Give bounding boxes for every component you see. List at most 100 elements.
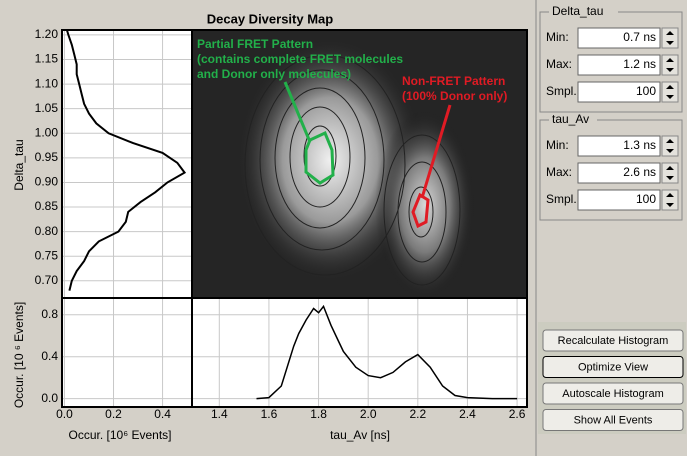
plots: 0.70 0.75 0.80 0.85 0.90 0.95 1.00 1.05 1.10 1.15…: [12, 27, 527, 442]
heatmap: [192, 30, 527, 300]
x-tick-label: 0.4: [154, 407, 171, 421]
green-arrow: [283, 81, 312, 143]
x-tick-label: 1.8: [310, 407, 327, 421]
button-label[interactable]: Recalculate Histogram: [558, 335, 669, 347]
button-face[interactable]: [542, 382, 684, 405]
bottom-panel: [192, 298, 527, 407]
input-value[interactable]: 2.6 ns: [623, 165, 656, 179]
frames: [61, 29, 528, 408]
spin-button[interactable]: [661, 54, 679, 76]
contour: [408, 186, 434, 238]
heatmap-blob: [375, 110, 475, 300]
spin-arrows: [666, 139, 674, 153]
input-box[interactable]: [577, 27, 661, 49]
group-box: [539, 119, 683, 221]
x-tick-label: 2.0: [360, 407, 377, 421]
y-tick-label: 0.4: [41, 349, 58, 363]
y-axis-label: Occur. [10 ⁶ Events]: [12, 302, 26, 408]
x-tick-label: 1.6: [261, 407, 278, 421]
button[interactable]: Optimize View: [542, 356, 684, 378]
x-tick-label: 1.4: [211, 407, 228, 421]
input-box[interactable]: [577, 189, 661, 211]
x-axis-label: Occur. [10⁶ Events]: [69, 428, 172, 442]
y-tick-label: 1.20: [35, 27, 59, 41]
annotation: (100% Donor only): [402, 89, 507, 103]
input-value[interactable]: 0.7 ns: [623, 30, 656, 44]
y-tick-label: 1.00: [35, 125, 59, 139]
red-outline: [411, 192, 430, 229]
button-face[interactable]: [542, 329, 684, 352]
x-axis-label: tau_Av [ns]: [330, 428, 390, 442]
chart-title: Decay Diversity Map: [207, 11, 334, 26]
contour: [274, 87, 366, 229]
input-value[interactable]: 1.2 ns: [623, 57, 656, 71]
group-title: tau_Av: [552, 112, 589, 126]
y-tick-label: 0.0: [41, 391, 58, 405]
spin-arrows: [666, 193, 674, 207]
button[interactable]: Autoscale Histogram: [542, 382, 684, 405]
x-tick-label: 0.2: [105, 407, 122, 421]
spin-button[interactable]: [661, 135, 679, 157]
y-tick-label: 1.10: [35, 76, 59, 90]
field-label: Max:: [546, 165, 572, 179]
button-label[interactable]: Show All Events: [574, 414, 653, 426]
input-box[interactable]: [577, 135, 661, 157]
field-label: Min:: [546, 138, 569, 152]
histogram-line: [256, 304, 518, 400]
button-face[interactable]: [542, 356, 684, 378]
y-tick-label: 0.90: [35, 175, 59, 189]
y-tick-label: 0.8: [41, 307, 58, 321]
input-value[interactable]: 100: [636, 84, 656, 98]
spin-arrows: [666, 58, 674, 72]
green-outline: [304, 130, 335, 185]
x-tick-label: 0.0: [56, 407, 73, 421]
spin-arrows: [666, 166, 674, 180]
input-box[interactable]: [577, 162, 661, 184]
button[interactable]: Show All Events: [542, 409, 684, 431]
spin-button[interactable]: [661, 81, 679, 103]
red-arrow: [420, 104, 452, 199]
y-tick-label: 0.75: [35, 248, 59, 262]
y-axis-label: Delta_tau: [12, 139, 26, 190]
y-tick-label: 0.80: [35, 224, 59, 238]
input-value[interactable]: 1.3 ns: [623, 138, 656, 152]
button-label[interactable]: Autoscale Histogram: [562, 388, 664, 400]
input-box[interactable]: [577, 54, 661, 76]
group-title-bg: [549, 6, 618, 18]
y-tick-label: 0.95: [35, 150, 59, 164]
field-label: Min:: [546, 30, 569, 44]
contour: [303, 125, 337, 187]
spin-arrows: [666, 85, 674, 99]
contours: [244, 54, 461, 286]
frame: [61, 29, 528, 408]
y-tick-label: 0.70: [35, 273, 59, 287]
spin-arrows: [666, 31, 674, 45]
spin-button[interactable]: [661, 162, 679, 184]
spin-button[interactable]: [661, 189, 679, 211]
button-face[interactable]: [542, 409, 684, 431]
annotation: (contains complete FRET molecules: [197, 52, 403, 66]
y-tick-label: 0.85: [35, 199, 59, 213]
y-tick-label: 1.05: [35, 101, 59, 115]
x-tick-label: 2.4: [459, 407, 476, 421]
x-tick-label: 2.6: [509, 407, 526, 421]
contour: [244, 54, 406, 276]
contour: [289, 106, 351, 208]
histogram-line: [65, 29, 187, 291]
x-tick-label: 2.2: [409, 407, 426, 421]
input-box[interactable]: [577, 81, 661, 103]
button[interactable]: Recalculate Histogram: [542, 329, 684, 352]
annotation: and Donor only molecules): [197, 67, 351, 81]
contour: [383, 134, 461, 286]
group-title-bg: [549, 114, 597, 126]
contour: [259, 69, 385, 251]
y-tick-label: 1.15: [35, 52, 59, 66]
field-label: Max:: [546, 57, 572, 71]
button-label[interactable]: Optimize View: [578, 361, 648, 373]
spin-button[interactable]: [661, 27, 679, 49]
contour: [397, 161, 447, 263]
input-value[interactable]: 100: [636, 192, 656, 206]
